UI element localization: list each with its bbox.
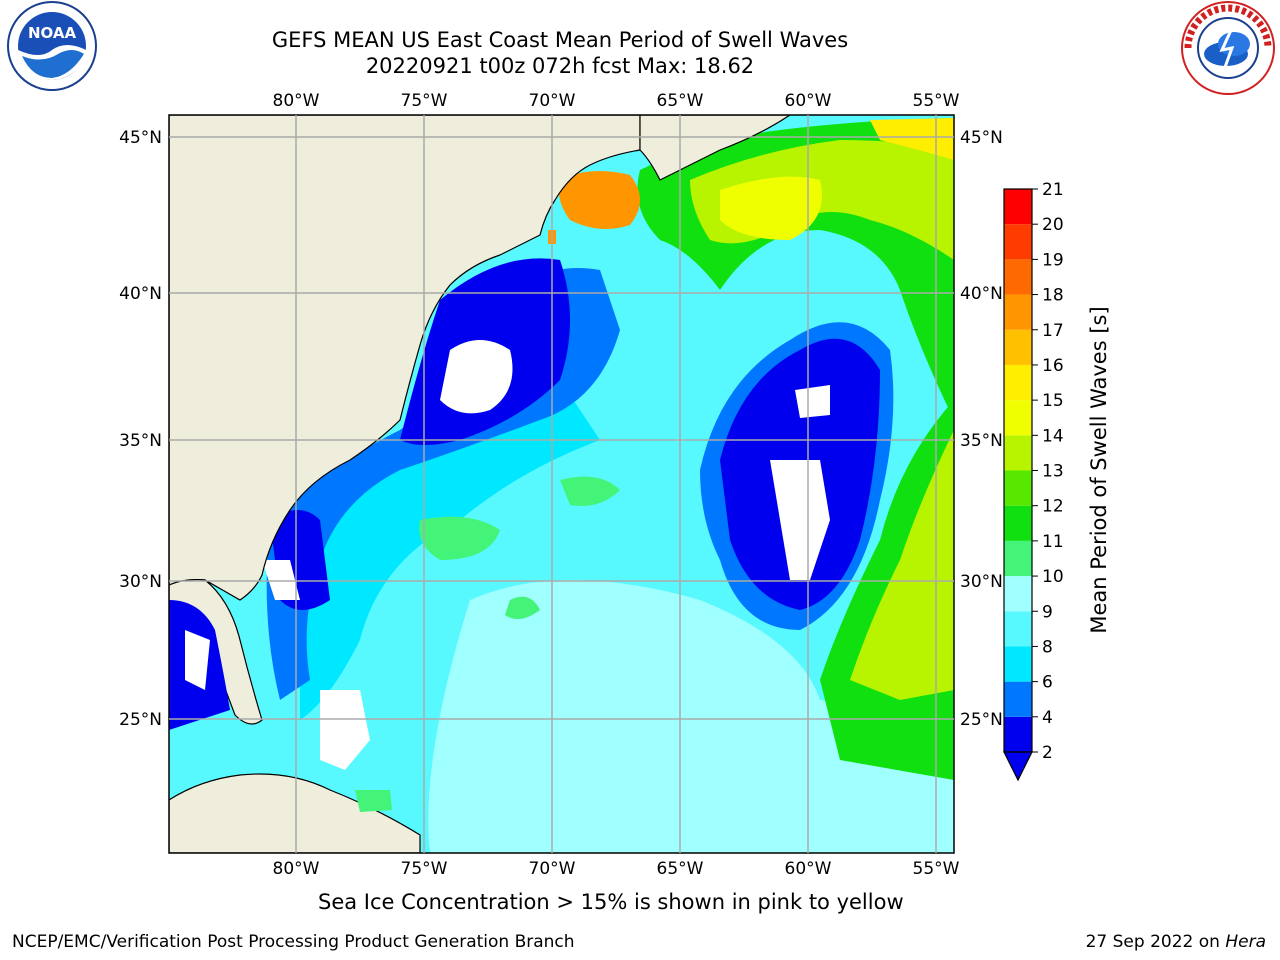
colorbar-tick-label: 19: [1042, 250, 1064, 270]
lon-tick-bottom: 70°W: [529, 859, 576, 879]
sea-ice-caption: Sea Ice Concentration > 15% is shown in …: [318, 890, 904, 914]
lat-tick-right: 35°N: [960, 431, 1003, 451]
map-frame: [168, 114, 955, 854]
colorbar-swatch: [1004, 540, 1032, 577]
colorbar-swatch: [1004, 611, 1032, 647]
forecast-subtitle: 20220921 t00z 072h fcst Max: 18.62: [365, 54, 755, 78]
colorbar-swatch: [1004, 259, 1032, 295]
lon-tick-top: 70°W: [529, 91, 576, 111]
lon-tick-top: 80°W: [273, 91, 320, 111]
colorbar-tick-label: 20: [1042, 215, 1064, 235]
colorbar-swatch: [1004, 294, 1032, 330]
colorbar: 2 4 6 8 9 10 11 12 13 14 15 16 17 18 19 20 21: [1003, 180, 1064, 782]
colorbar-extend-arrow: [1003, 751, 1033, 782]
colorbar-swatch: [1004, 224, 1032, 260]
colorbar-swatch: [1004, 681, 1032, 717]
colorbar-tick-label: 15: [1042, 391, 1064, 411]
colorbar-tick-label: 9: [1042, 602, 1053, 622]
svg-text:NOAA: NOAA: [28, 24, 77, 42]
lon-tick-bottom: 60°W: [785, 859, 832, 879]
lon-tick-top: 75°W: [401, 91, 448, 111]
run-date: 27 Sep 2022 on Hera: [1086, 932, 1266, 952]
colorbar-tick-label: 16: [1042, 356, 1064, 376]
colorbar-swatch: [1004, 576, 1032, 612]
map-title: GEFS MEAN US East Coast Mean Period of S…: [271, 28, 849, 52]
producer-credit: NCEP/EMC/Verification Post Processing Pr…: [12, 932, 575, 952]
colorbar-tick-label: 10: [1042, 567, 1064, 587]
colorbar-label: Mean Period of Swell Waves [s]: [1087, 306, 1111, 633]
colorbar-tick-label: 4: [1042, 708, 1053, 728]
colorbar-tick-label: 2: [1042, 743, 1053, 763]
colorbar-tick-label: 18: [1042, 286, 1064, 306]
lon-tick-bottom: 55°W: [913, 859, 960, 879]
colorbar-tick-label: 13: [1042, 462, 1064, 482]
noaa-logo: NOAA: [7, 1, 97, 91]
lat-tick-left: 40°N: [119, 284, 162, 304]
machine-name: Hera: [1225, 932, 1266, 952]
colorbar-tick-label: 14: [1042, 426, 1064, 446]
colorbar-tick-label: 6: [1042, 673, 1053, 693]
colorbar-swatch: [1004, 646, 1032, 682]
lat-tick-left: 30°N: [119, 572, 162, 592]
lat-tick-right: 30°N: [960, 572, 1003, 592]
colorbar-swatch: [1004, 716, 1032, 752]
lat-tick-left: 45°N: [119, 128, 162, 148]
nws-logo: [1181, 1, 1275, 95]
run-date-text: 27 Sep 2022 on: [1085, 932, 1220, 952]
colorbar-tick-label: 21: [1042, 180, 1064, 200]
lon-tick-bottom: 75°W: [401, 859, 448, 879]
lat-tick-left: 25°N: [119, 710, 162, 730]
colorbar-tick-label: 12: [1042, 497, 1064, 517]
lat-tick-right: 25°N: [960, 710, 1003, 730]
graticule: [169, 115, 954, 853]
lon-tick-top: 65°W: [657, 91, 704, 111]
colorbar-swatch: [1004, 400, 1032, 436]
lon-tick-top: 60°W: [785, 91, 832, 111]
colorbar-swatch: [1004, 435, 1032, 471]
lon-tick-bottom: 65°W: [657, 859, 704, 879]
lat-tick-left: 35°N: [119, 431, 162, 451]
lon-tick-top: 55°W: [913, 91, 960, 111]
colorbar-swatch: [1004, 505, 1032, 541]
map-field: [169, 115, 954, 853]
lat-tick-right: 45°N: [960, 128, 1003, 148]
colorbar-tick-label: 8: [1042, 637, 1053, 657]
colorbar-swatch: [1004, 189, 1032, 225]
lat-tick-right: 40°N: [960, 284, 1003, 304]
colorbar-tick-label: 17: [1042, 321, 1064, 341]
lon-tick-bottom: 80°W: [273, 859, 320, 879]
colorbar-swatch: [1004, 470, 1032, 506]
colorbar-swatch: [1004, 364, 1032, 401]
colorbar-tick-label: 11: [1042, 532, 1064, 552]
colorbar-swatch: [1004, 329, 1032, 365]
